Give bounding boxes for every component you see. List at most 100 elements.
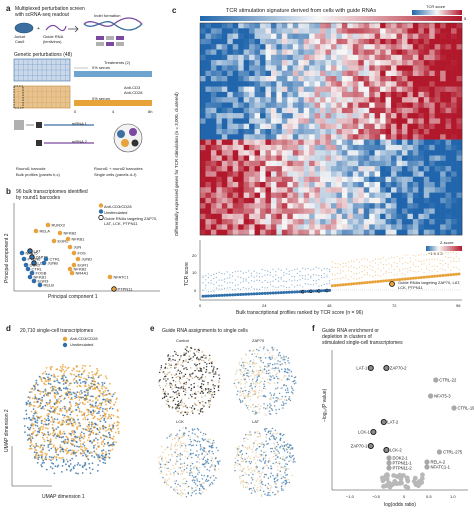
tcr-replicate-point xyxy=(339,278,342,280)
heatmap-cell xyxy=(407,49,414,56)
e-umap-cell xyxy=(172,355,174,357)
heatmap-cell xyxy=(336,224,343,230)
umap-cell xyxy=(56,379,59,382)
e-umap-cell xyxy=(170,383,172,385)
heatmap-cell xyxy=(309,33,315,40)
heatmap-cell xyxy=(210,102,217,109)
umap-cell xyxy=(67,396,70,399)
e-umap-cell xyxy=(273,382,276,384)
heatmap-cell xyxy=(336,118,343,124)
e-umap-cell xyxy=(181,442,183,445)
heatmap-cell xyxy=(407,28,414,34)
e-umap-cell xyxy=(217,386,220,389)
heatmap-cell xyxy=(298,129,305,135)
heatmap-cell xyxy=(423,118,430,124)
tcr-score-point xyxy=(290,290,294,294)
heatmap-cell xyxy=(434,60,441,66)
umap-cell xyxy=(69,459,72,462)
heatmap-cell xyxy=(401,23,408,29)
e-umap-cell xyxy=(191,409,194,412)
heatmap-cell xyxy=(451,113,457,119)
tcr-score-point xyxy=(433,274,437,278)
e-umap-cell xyxy=(254,392,257,395)
pca-point-label: EGR3 xyxy=(38,278,50,283)
heatmap-cell xyxy=(336,187,343,193)
tcr-replicate-point xyxy=(267,287,269,289)
e-umap-cell xyxy=(271,409,274,411)
tcr-replicate-point xyxy=(444,256,447,258)
umap-cell xyxy=(88,452,91,455)
umap-cell xyxy=(38,431,41,434)
umap-cell xyxy=(31,397,34,400)
heatmap-cell xyxy=(374,192,381,199)
e-umap-cell xyxy=(164,390,167,393)
umap-cell xyxy=(74,421,77,423)
e-umap-cell xyxy=(286,377,289,380)
heatmap-cell xyxy=(331,229,337,236)
heatmap-cell xyxy=(374,155,381,162)
heatmap-cell xyxy=(216,38,223,45)
heatmap-cell xyxy=(205,91,212,98)
e-umap-cell xyxy=(246,395,249,398)
heatmap-cell xyxy=(396,129,403,135)
heatmap-cell xyxy=(451,203,457,209)
e-umap-cell xyxy=(211,456,213,459)
umap-cell xyxy=(42,405,44,408)
heatmap-cell xyxy=(200,97,206,103)
umap-cell xyxy=(83,452,86,454)
tcr-score-point xyxy=(454,272,458,276)
e-umap-cell xyxy=(180,364,182,366)
heatmap-cell xyxy=(451,134,457,140)
heatmap-cell xyxy=(281,171,288,177)
e-umap-cell xyxy=(203,380,205,382)
e-umap-cell xyxy=(184,432,186,434)
heatmap-cell xyxy=(347,102,354,109)
heatmap-cell xyxy=(347,139,354,146)
e-umap-cell xyxy=(252,365,255,368)
umap-cell xyxy=(62,435,65,438)
heatmap-cell xyxy=(292,102,299,109)
heatmap-cell xyxy=(341,23,348,29)
umap-cell xyxy=(35,412,38,415)
panel-b: b 96 bulk transcriptomes identified by r… xyxy=(0,185,170,305)
e-umap-cell xyxy=(233,382,236,385)
heatmap-cell xyxy=(358,54,365,61)
e-umap-cell xyxy=(207,372,210,374)
heatmap-cell xyxy=(210,23,217,29)
tcr-replicate-point xyxy=(323,276,325,278)
heatmap-cell xyxy=(396,86,403,93)
umap-cell xyxy=(90,430,92,433)
heatmap-cell xyxy=(210,229,217,236)
umap-cell xyxy=(70,417,73,420)
panel-d-title: 20,710 single-cell transcriptomes xyxy=(20,328,94,334)
heatmap-cell xyxy=(276,65,283,71)
heatmap-cell xyxy=(412,229,419,236)
pca-point xyxy=(43,256,49,262)
tcr-replicate-point xyxy=(242,287,245,289)
umap-cell xyxy=(67,449,70,452)
heatmap-cell xyxy=(281,229,288,236)
e-umap-cell xyxy=(175,393,178,395)
tcr-replicate-point xyxy=(280,285,282,287)
heatmap-cell xyxy=(309,118,315,124)
umap-cell xyxy=(42,376,45,379)
e-umap-cell xyxy=(173,489,175,491)
umap-cell xyxy=(108,401,110,404)
heatmap-cell xyxy=(391,150,397,156)
heatmap-cell xyxy=(210,97,217,103)
heatmap-cell xyxy=(287,54,294,61)
umap-cell xyxy=(51,411,54,414)
heatmap-cell xyxy=(276,76,283,82)
heatmap-cell xyxy=(227,23,234,29)
heatmap-cell xyxy=(412,23,419,29)
tcr-replicate-point xyxy=(366,258,368,261)
heatmap-cell xyxy=(320,76,326,82)
e-umap-cell xyxy=(285,399,288,401)
tcr-replicate-point xyxy=(353,260,355,262)
heatmap-cell xyxy=(238,113,244,119)
e-umap-cell xyxy=(266,406,268,409)
heatmap-cell xyxy=(320,176,326,183)
heatmap-cell xyxy=(221,81,228,87)
heatmap-cell xyxy=(374,23,381,29)
tcr-replicate-point xyxy=(428,259,430,261)
